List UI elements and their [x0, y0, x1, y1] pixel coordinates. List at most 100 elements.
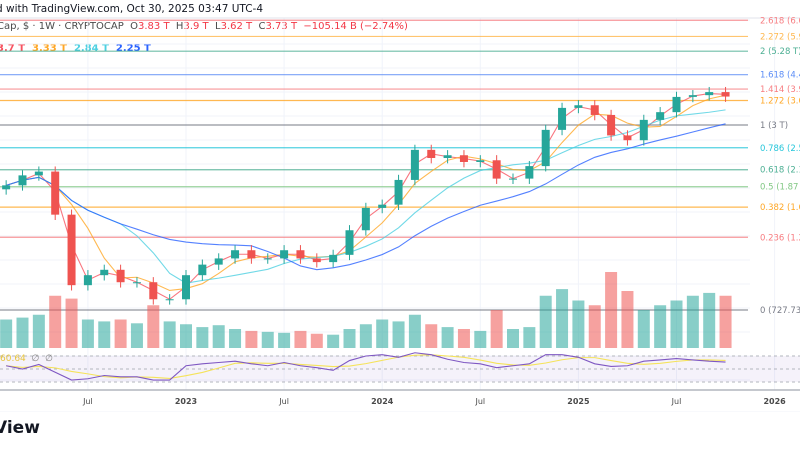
fib-label: 2.618 (6.69	[760, 16, 800, 26]
time-tick-label: 2026	[763, 397, 786, 406]
volume-bar	[310, 333, 323, 348]
moving-average-line	[5, 123, 726, 271]
volume-bar	[523, 327, 536, 348]
volume-bar	[719, 295, 732, 348]
symbol-legend: Cap, $ · 1W · CRYPTOCAP O3.83 T H3.9 T L…	[0, 21, 408, 32]
volume-bar	[588, 305, 601, 348]
volume-bar	[130, 323, 143, 348]
rsi-line	[6, 352, 726, 381]
volume-bar	[147, 305, 160, 348]
time-tick-label: 2024	[371, 397, 394, 406]
fib-label: 0.786 (2.52	[760, 144, 800, 154]
volume-bar	[539, 295, 552, 348]
high-label: H	[175, 21, 184, 32]
candle-body	[443, 155, 452, 159]
candle-body	[231, 250, 240, 259]
candle-body	[721, 92, 730, 97]
candle-body	[394, 179, 403, 205]
candle-body	[492, 160, 501, 179]
volume-bar	[98, 321, 111, 348]
published-caption: d with TradingView.com, Oct 30, 2025 03:…	[0, 3, 264, 15]
candle-body	[541, 129, 550, 167]
price-chart[interactable]: 2.618 (6.69 2.272 (5.91 2 (5.28 T) 1.618 (4…	[0, 0, 800, 412]
volume-bar	[637, 310, 650, 348]
candle-body	[345, 230, 354, 255]
candle-body	[51, 171, 60, 215]
volume-bar	[180, 324, 192, 348]
volume-bar	[670, 300, 683, 348]
volume-bar	[605, 272, 618, 348]
candle-body	[100, 269, 109, 276]
volume-bar	[212, 325, 225, 348]
candle-body	[590, 105, 599, 115]
candle-body	[296, 250, 305, 259]
volume-bar	[16, 317, 29, 348]
volume-bar	[32, 314, 45, 348]
candle-body	[525, 166, 534, 179]
candle-body	[165, 299, 174, 301]
candle-body	[132, 282, 141, 284]
volume-bar	[359, 324, 372, 348]
candle-body	[558, 107, 567, 130]
candle-body	[34, 171, 43, 176]
volume-bar	[474, 330, 487, 348]
volume-bar	[621, 291, 634, 348]
volume-bar	[229, 329, 242, 348]
volume-bar	[163, 321, 176, 348]
ma-value-2: 3.33 T	[32, 43, 67, 54]
volume-bar	[343, 329, 356, 348]
fib-label: 2 (5.28 T)	[760, 47, 800, 57]
candle-body	[182, 275, 190, 300]
candle-body	[312, 258, 321, 263]
tradingview-logo-text: View	[0, 418, 40, 438]
volume-bar	[245, 330, 258, 348]
high-value: 3.9 T	[183, 21, 209, 32]
time-tick-label: 2025	[567, 397, 590, 406]
volume-bar	[572, 300, 585, 348]
volume-bar	[376, 319, 389, 348]
rsi-ma-line	[6, 354, 726, 379]
volume-bar	[441, 327, 454, 348]
candle-body	[329, 254, 338, 263]
time-tick-label: Jul	[474, 397, 485, 406]
empty-set-icon: ∅	[31, 354, 40, 364]
open-label: O	[130, 21, 138, 32]
candle-body	[67, 214, 76, 286]
candle-body	[688, 95, 697, 97]
low-value: 3.62 T	[220, 21, 253, 32]
time-tick-label: Jul	[671, 397, 682, 406]
volume-bar	[196, 327, 209, 348]
fib-label: 0.5 (1.87 T)	[760, 183, 800, 193]
ma-value-3: 2.84 T	[73, 43, 109, 54]
volume-bar	[425, 324, 438, 348]
candle-body	[116, 269, 125, 283]
moving-average-line	[5, 109, 726, 284]
candle-body	[623, 135, 632, 141]
volume-bar	[490, 310, 503, 348]
ma-value-1: 3.7 T	[0, 43, 26, 54]
volume-bar	[261, 331, 274, 348]
candle-body	[459, 155, 468, 162]
candle-body	[280, 250, 289, 259]
volume-bar	[327, 334, 340, 348]
time-tick-label: 2023	[175, 397, 197, 406]
candle-body	[214, 258, 223, 265]
volume-bar	[81, 319, 94, 348]
candle-body	[574, 105, 583, 108]
candle-body	[378, 204, 387, 208]
volume-bar	[703, 292, 716, 348]
fib-label: 0.618 (2.13	[760, 166, 800, 176]
fib-label: 0.236 (1.27	[760, 233, 800, 243]
close-value: 3.73 T	[265, 21, 298, 32]
fib-label: 1.272 (3.62	[760, 96, 800, 106]
candle-body	[198, 264, 207, 276]
symbol-name[interactable]: Cap, $ · 1W · CRYPTOCAP	[0, 21, 124, 32]
ma-value-4: 2.25 T	[115, 43, 151, 54]
candle-body	[607, 114, 616, 136]
time-tick-label: Jul	[278, 397, 289, 406]
volume-bar	[556, 289, 569, 348]
fib-label: 1.618 (4.41	[760, 71, 800, 81]
fib-label: 1 (3 T)	[760, 121, 788, 131]
fib-label: 2.272 (5.91	[760, 32, 800, 42]
time-tick-label: Jul	[82, 397, 93, 406]
